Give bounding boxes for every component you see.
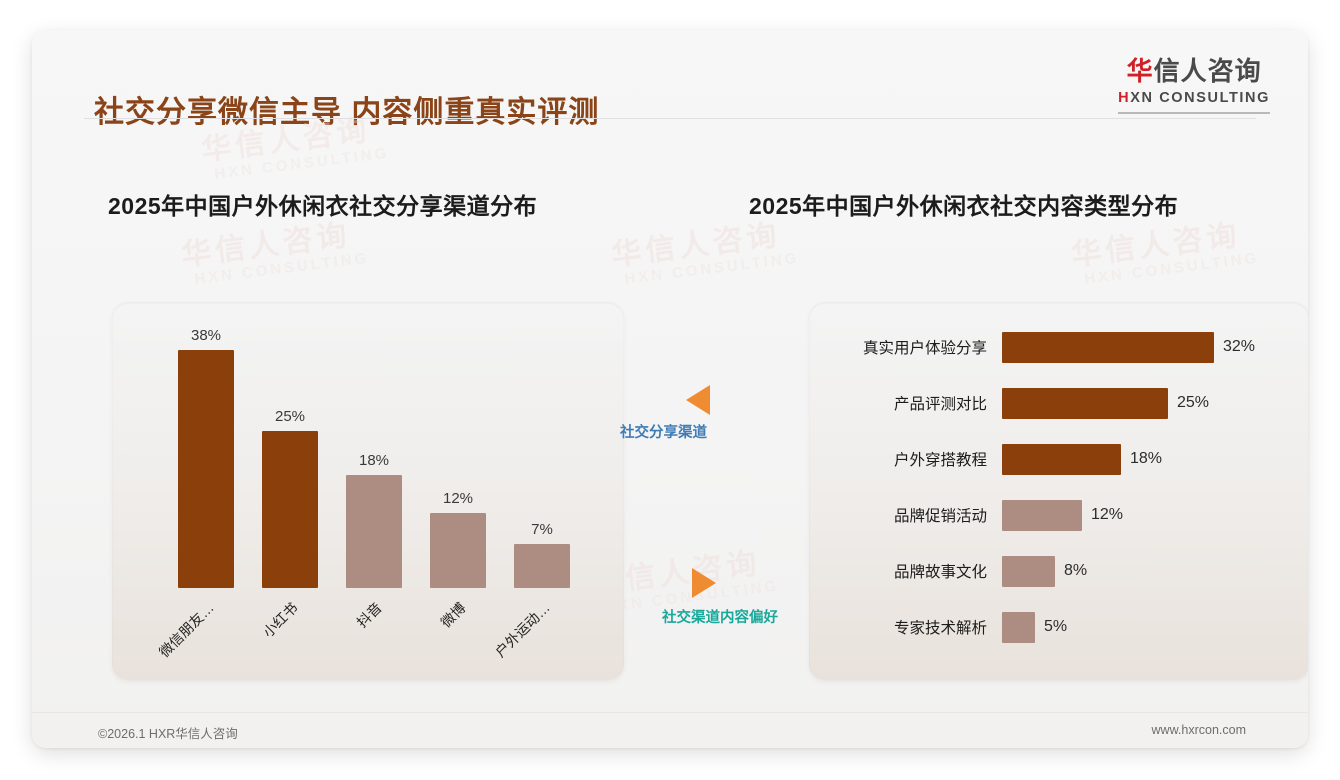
bar [430, 513, 486, 588]
logo-chinese-text: 华信人咨询 [1118, 58, 1270, 84]
annotation-label: 社交渠道内容偏好 [662, 610, 778, 626]
bar-value-label: 7% [531, 521, 553, 538]
page-title: 社交分享微信主导 内容侧重真实评测 [94, 96, 600, 129]
bar-category-label: 户外运动… [491, 599, 553, 661]
logo-english-text: HXN CONSULTING [1118, 91, 1270, 106]
bar-value-label: 8% [1064, 562, 1088, 579]
bar [346, 475, 402, 588]
bar-group: 25% 小红书 [260, 408, 318, 640]
table-row: 品牌促销活动 12% [809, 498, 1308, 532]
bar-value-label: 12% [442, 490, 474, 507]
bar-value-label: 25% [1177, 394, 1210, 411]
bar [1002, 387, 1168, 419]
watermark: 华信人咨询 HXN CONSULTING [1069, 218, 1261, 288]
bar-value-label: 5% [1044, 618, 1068, 635]
bar-group: 38% 微信朋友… [156, 327, 234, 660]
vertical-bar-chart: 38% 微信朋友… 25% 小红书 18% 抖音 12% 微博 7% 户外运动… [112, 302, 624, 680]
bar-group: 18% 抖音 [346, 452, 402, 631]
table-row: 真实用户体验分享 32% [809, 330, 1308, 364]
title-divider [84, 118, 1256, 119]
bar-value-label: 18% [358, 452, 390, 469]
watermark-en: HXN CONSULTING [193, 249, 371, 288]
bar-value-label: 12% [1091, 506, 1124, 523]
bar [1002, 555, 1055, 587]
left-chart-panel: 38% 微信朋友… 25% 小红书 18% 抖音 12% 微博 7% 户外运动… [112, 302, 624, 680]
bar-category-label-wrap: 户外运动… [492, 588, 570, 678]
left-chart-title: 2025年中国户外休闲衣社交分享渠道分布 [108, 193, 538, 219]
bar [1002, 443, 1121, 475]
bar [1002, 611, 1035, 643]
logo-accent-char: 华 [1126, 56, 1154, 86]
logo-en-rest: XN CONSULTING [1130, 90, 1270, 106]
bar-value-label: 18% [1130, 450, 1163, 467]
table-row: 专家技术解析 5% [809, 610, 1308, 644]
watermark-en: HXN CONSULTING [623, 249, 801, 288]
website-text: www.hxrcon.com [1151, 723, 1246, 737]
bar-value-label: 38% [190, 327, 222, 344]
logo-en-accent: H [1118, 90, 1131, 106]
bar-value-label: 32% [1223, 338, 1256, 355]
right-chart-panel: 真实用户体验分享 32% 产品评测对比 25% 户外穿搭教程 18% 品牌促销活动 12% 品牌… [809, 302, 1308, 680]
company-logo: 华信人咨询 HXN CONSULTING [1118, 58, 1270, 114]
bar-group: 7% 户外运动… [492, 521, 570, 660]
footer-bar: ©2026.1 HXR华信人咨询 www.hxrcon.com [32, 712, 1308, 748]
slide-header: 社交分享微信主导 内容侧重真实评测 华信人咨询 HXN CONSULTING [32, 30, 1308, 129]
bar [514, 544, 570, 588]
bar-category-label: 品牌促销活动 [893, 508, 987, 525]
bar-category-label: 产品评测对比 [893, 396, 987, 413]
logo-underline [1118, 111, 1270, 114]
watermark-cn: 华信人咨询 [609, 218, 783, 273]
right-chart-title: 2025年中国户外休闲衣社交内容类型分布 [749, 193, 1179, 219]
bar-category-label-wrap: 小红书 [260, 588, 318, 678]
triangle-left-icon [686, 385, 710, 415]
bar-category-label-wrap: 微信朋友… [156, 588, 234, 678]
slide: 社交分享微信主导 内容侧重真实评测 华信人咨询 HXN CONSULTING 2… [32, 30, 1308, 748]
bar-category-label: 真实用户体验分享 [862, 340, 987, 357]
bar [1002, 499, 1082, 531]
watermark-cn: 华信人咨询 [179, 218, 353, 273]
watermark: 华信人咨询 HXN CONSULTING [609, 218, 801, 288]
table-row: 品牌故事文化 8% [809, 554, 1308, 588]
bar-category-label: 户外穿搭教程 [893, 452, 987, 469]
annotation-social-channel-content-pref: 社交渠道内容偏好 [620, 568, 850, 626]
horizontal-bar-chart: 真实用户体验分享 32% 产品评测对比 25% 户外穿搭教程 18% 品牌促销活动 12% 品牌… [809, 302, 1308, 680]
bar-category-label: 品牌故事文化 [893, 564, 987, 581]
bar-category-label: 小红书 [259, 599, 301, 641]
watermark: 华信人咨询 HXN CONSULTING [179, 218, 371, 288]
bar-value-label: 25% [274, 408, 306, 425]
bar-group: 12% 微博 [430, 490, 486, 631]
bar-category-label: 微博 [437, 599, 469, 631]
bar-category-label: 抖音 [353, 599, 385, 631]
bar-category-label-wrap: 抖音 [346, 588, 402, 678]
table-row: 户外穿搭教程 18% [809, 442, 1308, 476]
copyright-text: ©2026.1 HXR华信人咨询 [98, 727, 238, 741]
annotation-label: 社交分享渠道 [620, 425, 707, 441]
watermark-en: HXN CONSULTING [213, 144, 391, 183]
annotation-social-share-channel: 社交分享渠道 [620, 385, 820, 441]
bar-category-label-wrap: 微博 [430, 588, 486, 678]
bar-category-label: 专家技术解析 [893, 620, 987, 637]
watermark-cn: 华信人咨询 [1069, 218, 1243, 273]
bar [262, 431, 318, 588]
logo-rest-chars: 信人咨询 [1153, 56, 1262, 86]
bar [178, 350, 234, 588]
bar-category-label: 微信朋友… [155, 599, 217, 661]
watermark-en: HXN CONSULTING [1083, 249, 1261, 288]
table-row: 产品评测对比 25% [809, 386, 1308, 420]
bar [1002, 331, 1214, 363]
triangle-right-icon [692, 568, 716, 598]
